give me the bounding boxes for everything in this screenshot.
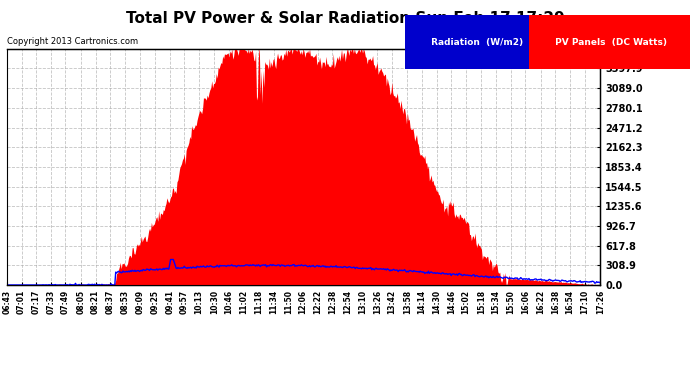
Text: Copyright 2013 Cartronics.com: Copyright 2013 Cartronics.com: [7, 38, 138, 46]
Text: PV Panels  (DC Watts): PV Panels (DC Watts): [552, 38, 670, 46]
Text: Radiation  (W/m2): Radiation (W/m2): [428, 38, 526, 46]
Text: Total PV Power & Solar Radiation Sun Feb 17 17:29: Total PV Power & Solar Radiation Sun Feb…: [126, 11, 564, 26]
